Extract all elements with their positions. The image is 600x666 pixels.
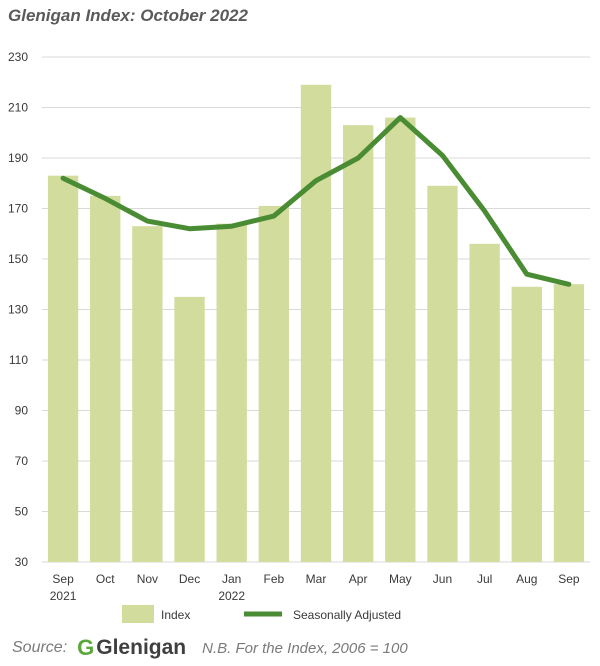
x-tick-label: Nov (137, 572, 158, 586)
index-bar (47, 175, 79, 563)
y-tick-label: 210 (8, 101, 28, 115)
index-bar (90, 195, 121, 562)
y-tick-label: 70 (15, 454, 29, 468)
y-tick-label: 130 (8, 303, 28, 317)
x-tick-label: Aug (516, 572, 537, 586)
glenigan-logo: G Glenigan (77, 635, 186, 661)
glenigan-logo-text: Glenigan (96, 636, 187, 659)
x-tick-label: Dec (179, 572, 200, 586)
y-tick-label: 50 (15, 505, 29, 519)
index-bar (342, 125, 374, 563)
x-tick-label: Jul (477, 572, 492, 586)
footer: Source: G Glenigan N.B. For the Index, 2… (12, 634, 408, 662)
index-bar (385, 117, 416, 562)
x-tick-label: Feb (264, 572, 285, 586)
x-tick-label: May (389, 572, 412, 586)
legend-index-label: Index (161, 608, 190, 622)
chart-svg: 30 50 70 90 110 130 150 170 190 210 230 Sep 2021 Oct… (8, 50, 590, 623)
y-tick-label: 230 (8, 50, 28, 64)
y-tick-label: 190 (8, 151, 28, 165)
y-tick-label: 30 (15, 555, 29, 569)
x-tick-label: Oct (96, 572, 115, 586)
index-bar (174, 296, 205, 562)
chart-title: Glenigan Index: October 2022 (8, 6, 248, 25)
index-bar (427, 185, 458, 562)
x-tick-label: Jan (222, 572, 241, 586)
source-label: Source: (12, 639, 68, 656)
x-tick-sublabel: 2021 (50, 589, 77, 603)
x-tick-sublabel: 2022 (218, 589, 245, 603)
y-tick-labels: 30 50 70 90 110 130 150 170 190 210 230 (8, 50, 28, 569)
legend: Index Seasonally Adjusted (122, 605, 401, 623)
x-tick-label: Sep (558, 572, 580, 586)
glenigan-g-icon: G (77, 635, 95, 660)
index-base-note: N.B. For the Index, 2006 = 100 (202, 639, 408, 657)
y-tick-label: 90 (15, 404, 29, 418)
y-tick-label: 110 (9, 353, 28, 367)
legend-seasonally-adjusted-label: Seasonally Adjusted (293, 608, 401, 622)
line-layer (60, 115, 572, 287)
bar-layer (47, 84, 585, 563)
index-bar (258, 205, 290, 562)
index-bar (469, 243, 500, 562)
x-tick-label: Mar (306, 572, 327, 586)
x-tick-label: Apr (349, 572, 368, 586)
index-bar (300, 84, 332, 563)
legend-index-swatch (122, 605, 154, 623)
x-tick-label: Sep (52, 572, 74, 586)
index-bar (553, 284, 585, 562)
y-tick-label: 170 (8, 202, 28, 216)
index-bar (216, 223, 247, 562)
index-bar (132, 226, 163, 563)
x-tick-label: Jun (433, 572, 452, 586)
y-tick-label: 150 (8, 252, 28, 266)
x-tick-labels: Sep 2021 Oct Nov Dec Jan 2022 Feb Mar Apr May Jun Ju… (50, 572, 580, 603)
index-bar (511, 286, 542, 562)
seasonally-adjusted-line (60, 115, 572, 287)
